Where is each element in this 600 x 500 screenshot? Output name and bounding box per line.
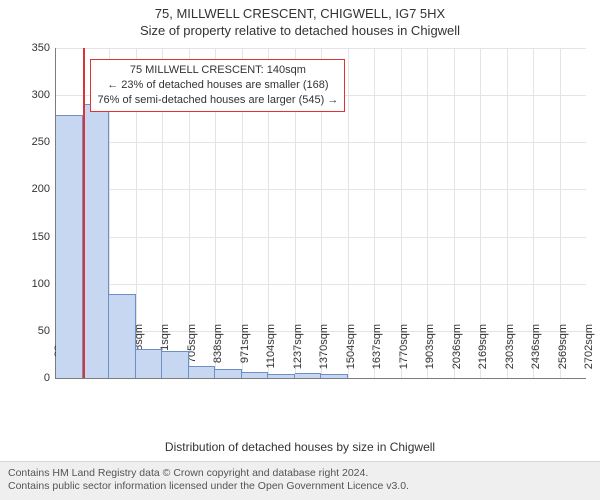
histogram-bar xyxy=(109,294,136,378)
chart-area: Number of detached properties 0501001502… xyxy=(0,38,600,448)
histogram-bar xyxy=(215,369,242,378)
y-tick: 200 xyxy=(32,183,56,195)
x-tick: 2303sqm xyxy=(504,324,516,384)
title-sub: Size of property relative to detached ho… xyxy=(0,23,600,38)
histogram-bar xyxy=(268,374,295,378)
annotation-box: 75 MILLWELL CRESCENT: 140sqm← 23% of det… xyxy=(90,59,345,112)
y-tick: 100 xyxy=(32,278,56,290)
x-tick: 1637sqm xyxy=(371,324,383,384)
footer: Contains HM Land Registry data © Crown c… xyxy=(0,461,600,500)
x-tick: 1903sqm xyxy=(424,324,436,384)
x-tick: 2036sqm xyxy=(451,324,463,384)
footer-line-2: Contains public sector information licen… xyxy=(8,480,592,494)
y-tick: 300 xyxy=(32,89,56,101)
x-tick: 2569sqm xyxy=(557,324,569,384)
histogram-bar xyxy=(162,351,189,378)
y-tick: 350 xyxy=(32,42,56,54)
title-main: 75, MILLWELL CRESCENT, CHIGWELL, IG7 5HX xyxy=(0,6,600,21)
reference-line xyxy=(83,48,85,378)
annotation-line: 76% of semi-detached houses are larger (… xyxy=(97,93,338,108)
y-tick: 250 xyxy=(32,136,56,148)
histogram-bar xyxy=(189,366,216,378)
x-tick: 2436sqm xyxy=(530,324,542,384)
histogram-bar xyxy=(136,349,163,378)
x-tick: 1770sqm xyxy=(398,324,410,384)
histogram-bar-highlight xyxy=(83,104,110,378)
histogram-bar xyxy=(242,372,269,378)
annotation-line: 75 MILLWELL CRESCENT: 140sqm xyxy=(97,63,338,78)
annotation-line: ← 23% of detached houses are smaller (16… xyxy=(97,78,338,93)
plot-area: 05010015020025030035039sqm172sqm305sqm43… xyxy=(55,48,586,379)
histogram-bar xyxy=(56,115,83,378)
histogram-bar xyxy=(295,373,322,378)
chart-titles: 75, MILLWELL CRESCENT, CHIGWELL, IG7 5HX… xyxy=(0,6,600,38)
histogram-bar xyxy=(321,374,348,378)
x-tick: 2702sqm xyxy=(583,324,595,384)
x-tick: 2169sqm xyxy=(477,324,489,384)
x-axis-label: Distribution of detached houses by size … xyxy=(0,440,600,454)
footer-line-1: Contains HM Land Registry data © Crown c… xyxy=(8,467,592,481)
y-tick: 150 xyxy=(32,231,56,243)
